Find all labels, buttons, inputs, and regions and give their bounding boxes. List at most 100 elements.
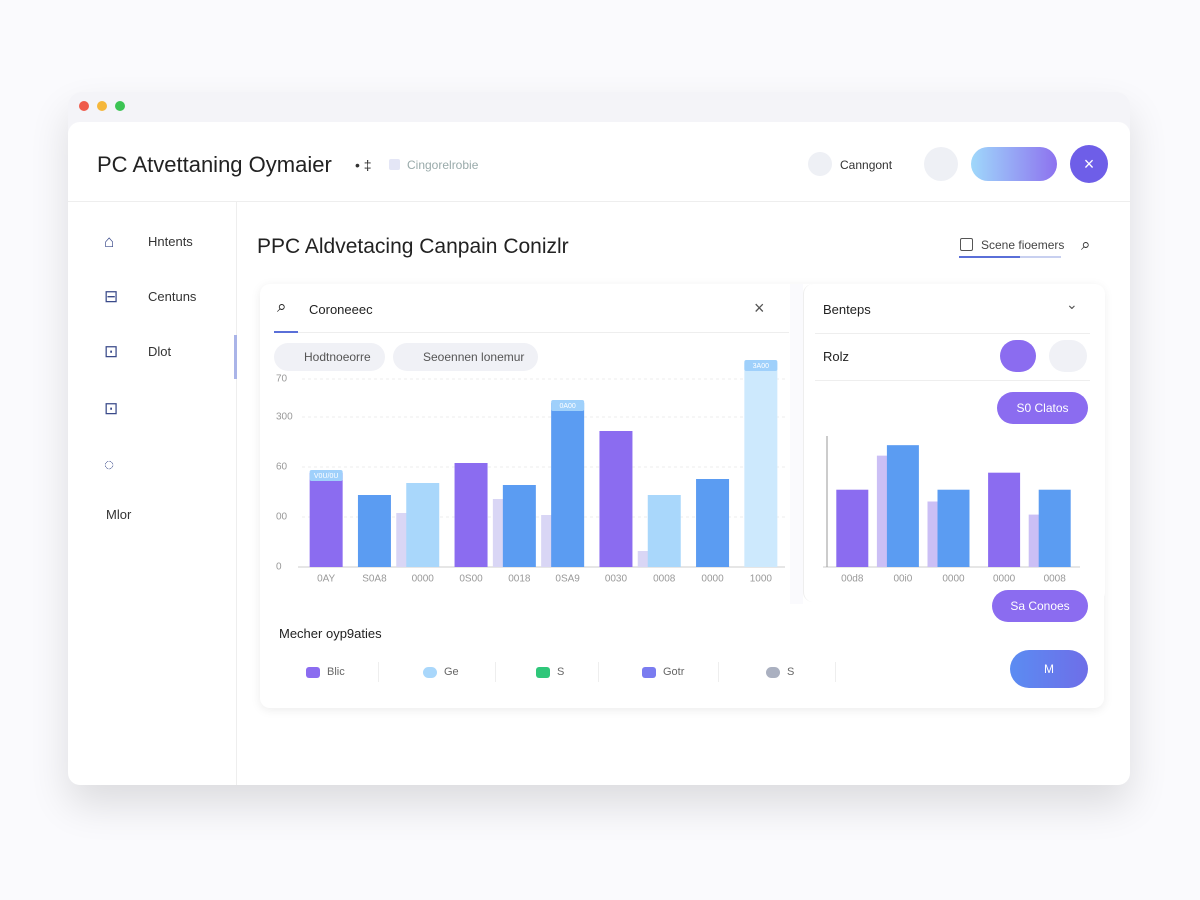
sidebar-icon[interactable]: ⊡ bbox=[104, 342, 119, 361]
x-tick-label: 0S00 bbox=[459, 574, 483, 585]
gap bbox=[790, 284, 803, 604]
annotation: V0U/0U bbox=[314, 473, 339, 480]
legend-sep bbox=[495, 662, 496, 682]
search-icon: ⌕ bbox=[277, 297, 287, 316]
button[interactable]: S0 Clatos bbox=[997, 392, 1088, 424]
icon-button[interactable] bbox=[924, 147, 958, 181]
divider bbox=[274, 332, 789, 333]
dot bbox=[115, 101, 125, 111]
search[interactable]: Coroneeec bbox=[309, 302, 373, 317]
bar bbox=[647, 495, 681, 567]
legend-sep bbox=[378, 662, 379, 682]
legend-swatch bbox=[766, 667, 780, 678]
divider bbox=[236, 202, 237, 785]
annotation-bg bbox=[309, 470, 343, 481]
chip[interactable]: Seoennen lonemur bbox=[393, 343, 539, 371]
annotation-bg bbox=[744, 360, 778, 371]
search-icon[interactable]: ⌕ bbox=[1081, 235, 1091, 254]
bar bbox=[454, 463, 488, 567]
x-tick-label: 00d8 bbox=[841, 574, 864, 585]
x-tick-label: 0000 bbox=[993, 574, 1016, 585]
divider bbox=[815, 333, 1090, 334]
toggle[interactable] bbox=[971, 147, 1057, 181]
scroll bbox=[234, 335, 237, 379]
sidebar-item[interactable]: Dlot bbox=[148, 344, 172, 359]
footer-title: Mecher oyp9aties bbox=[279, 626, 382, 641]
bar bbox=[886, 445, 919, 567]
bar bbox=[406, 483, 440, 567]
bar bbox=[836, 489, 869, 567]
legend-sep bbox=[718, 662, 719, 682]
x-tick-label: 0000 bbox=[942, 574, 965, 585]
bar bbox=[744, 363, 778, 567]
legend-label: Gotr bbox=[663, 666, 685, 678]
legend-sep bbox=[835, 662, 836, 682]
x-tick-label: 0008 bbox=[653, 574, 676, 585]
bar bbox=[937, 489, 970, 567]
legend-label: Ge bbox=[444, 666, 459, 678]
x-tick-label: 0000 bbox=[412, 574, 435, 585]
dot bbox=[79, 101, 89, 111]
legend-sep bbox=[598, 662, 599, 682]
clear[interactable]: × bbox=[754, 298, 765, 318]
sidebar-icon[interactable]: ⌂ bbox=[104, 232, 115, 251]
x-tick-label: 0AY bbox=[317, 574, 335, 585]
icon bbox=[960, 238, 973, 251]
avatar[interactable] bbox=[808, 152, 832, 176]
bar bbox=[357, 495, 391, 567]
sidebar-icon[interactable]: ◌ bbox=[104, 455, 115, 474]
user[interactable]: Canngont bbox=[840, 158, 893, 172]
bar bbox=[599, 431, 633, 567]
x-tick-label: 1000 bbox=[750, 574, 773, 585]
tab-underline bbox=[959, 256, 1061, 258]
breadcrumb[interactable]: Cingorelrobie bbox=[407, 158, 479, 172]
legend-label: Blic bbox=[327, 666, 345, 678]
sidebar-item[interactable]: Hntents bbox=[148, 234, 193, 249]
sidebar-icon[interactable]: ⊟ bbox=[104, 287, 119, 306]
y-tick-label: 00 bbox=[276, 512, 288, 523]
x-tick-label: 0SA9 bbox=[555, 574, 580, 585]
legend-swatch bbox=[536, 667, 550, 678]
sidebar-icon[interactable]: ⊡ bbox=[104, 399, 119, 418]
bar bbox=[551, 403, 585, 567]
close[interactable]: × bbox=[1070, 145, 1108, 183]
tab[interactable]: Scene fioemers bbox=[981, 238, 1065, 252]
bar bbox=[696, 479, 730, 567]
main-title: PPC Aldvetacing Canpain Conizlr bbox=[257, 235, 569, 258]
legend-label: S bbox=[557, 666, 565, 678]
sidebar-item[interactable]: Centuns bbox=[148, 289, 197, 304]
icon bbox=[389, 159, 400, 170]
divider bbox=[68, 201, 1130, 202]
dropdown[interactable]: Benteps bbox=[823, 302, 871, 317]
bar bbox=[1038, 489, 1071, 567]
x-tick-label: 00i0 bbox=[893, 574, 912, 585]
legend-swatch bbox=[306, 667, 320, 678]
x-tick-label: 0008 bbox=[1044, 574, 1067, 585]
y-tick-label: 300 bbox=[276, 412, 293, 423]
divider bbox=[274, 331, 298, 333]
chart: 00d8 00i0 0000 0000 0008 bbox=[823, 436, 1080, 585]
icon-button[interactable] bbox=[1000, 340, 1036, 372]
x-tick-label: 0018 bbox=[508, 574, 531, 585]
annotation: 3A00 bbox=[753, 363, 769, 370]
legend-label: S bbox=[787, 666, 795, 678]
x-tick-label: 0000 bbox=[701, 574, 724, 585]
annotation-bg bbox=[551, 400, 585, 411]
annotation: 0A00 bbox=[559, 403, 575, 410]
button[interactable]: Sa Conoes bbox=[992, 590, 1088, 622]
button[interactable]: M bbox=[1010, 650, 1088, 688]
chip[interactable]: Hodtnoeorre bbox=[274, 343, 385, 371]
icon-button[interactable] bbox=[1049, 340, 1087, 372]
x-tick-label: S0A8 bbox=[362, 574, 387, 585]
chevron[interactable]: ⌄ bbox=[1066, 296, 1078, 312]
legend-swatch bbox=[423, 667, 437, 678]
sep: • ‡ bbox=[355, 157, 372, 173]
sidebar-item[interactable]: Mlor bbox=[106, 507, 132, 522]
y-tick-label: 60 bbox=[276, 462, 288, 473]
row-label: Rolz bbox=[823, 349, 850, 364]
bar bbox=[988, 472, 1021, 567]
y-tick-label: 0 bbox=[276, 562, 282, 573]
bar bbox=[502, 485, 536, 567]
